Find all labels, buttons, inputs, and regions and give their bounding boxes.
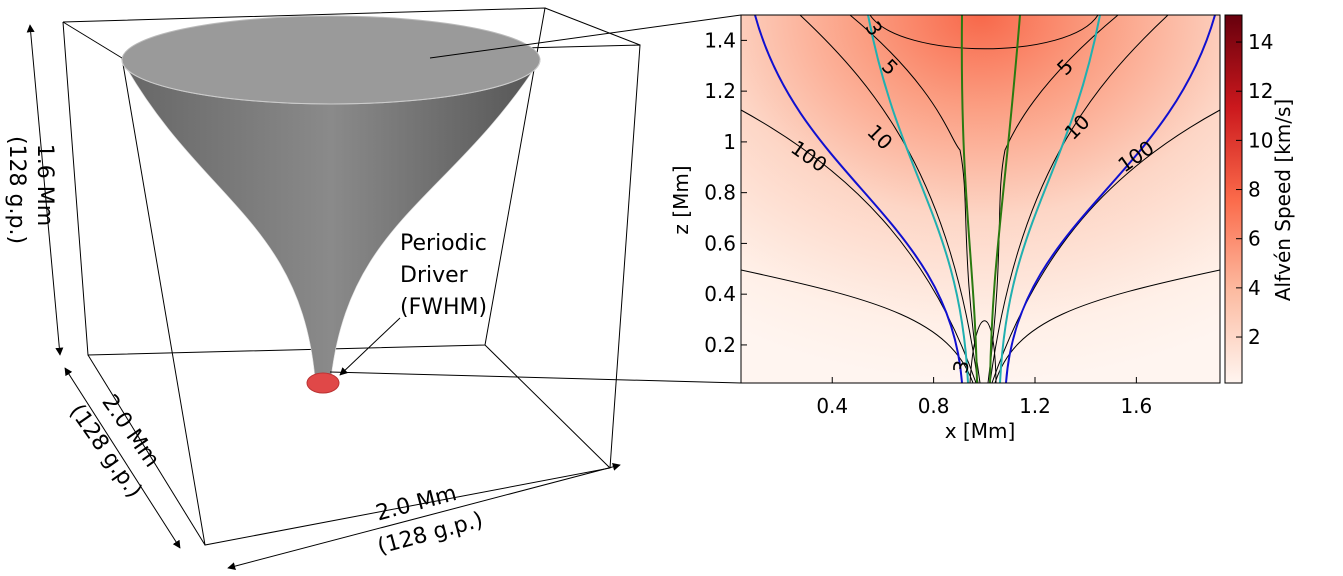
colorbar-tick-label: 6 (1248, 227, 1261, 251)
colorbar-tick-label: 14 (1248, 30, 1273, 54)
height-label: 1.6 Mm (32, 144, 57, 226)
contours (740, 14, 1221, 384)
colorbar-tick-label: 12 (1248, 79, 1273, 103)
funnel (121, 15, 541, 394)
colorbar-tick-label: 8 (1248, 178, 1261, 202)
y-tick-label: 1 (723, 130, 736, 154)
colorbar-label: Alfvén Speed [km/s] (1271, 99, 1295, 301)
y-tick-label: 0.6 (704, 231, 736, 255)
driver-label: Driver (400, 263, 469, 288)
driver-label: Periodic (400, 231, 487, 256)
x-tick-label: 1.6 (1120, 394, 1152, 418)
y-tick-label: 0.8 (704, 181, 736, 205)
y-axis-label: z [Mm] (669, 165, 693, 234)
contour-label: 3 (948, 358, 974, 375)
y-tick-label: 1.2 (704, 79, 736, 103)
colorbar-tick-label: 10 (1248, 128, 1273, 152)
colorbar-tick-label: 4 (1248, 276, 1261, 300)
colorbar (1224, 14, 1243, 384)
x-tick-label: 0.4 (816, 394, 848, 418)
y-tick-label: 0.4 (704, 282, 736, 306)
speed-field (741, 15, 1220, 383)
plot-frame (740, 14, 1221, 384)
y-tick-label: 1.4 (704, 28, 736, 52)
height-label: (128 g.p.) (4, 136, 29, 244)
x-tick-label: 0.8 (918, 394, 950, 418)
colorbar-tick-label: 2 (1248, 325, 1261, 349)
y-tick-label: 0.2 (704, 333, 736, 357)
x-axis-label: x [Mm] (945, 419, 1016, 443)
x-tick-label: 1.2 (1019, 394, 1051, 418)
driver-label: (FWHM) (400, 295, 487, 320)
